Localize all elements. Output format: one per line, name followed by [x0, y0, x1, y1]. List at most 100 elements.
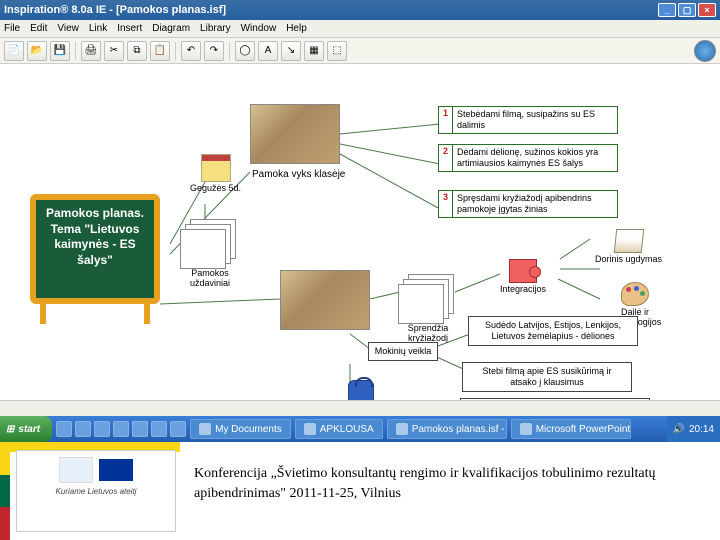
quick-launch: [56, 421, 186, 437]
window-maximize-button[interactable]: ▢: [678, 3, 696, 17]
windows-logo-icon: ⊞: [6, 424, 14, 435]
start-button[interactable]: ⊞ start: [0, 416, 52, 442]
puzzle-maps-box[interactable]: Sudėdo Latvijos, Estijos, Lenkijos, Liet…: [468, 316, 638, 346]
chalkboard-node[interactable]: Pamokos planas. Tema "Lietuvos kaimynės …: [20, 194, 170, 334]
clock: 20:14: [689, 424, 714, 435]
window-close-button[interactable]: ×: [698, 3, 716, 17]
menu-edit[interactable]: Edit: [30, 23, 47, 34]
quick-launch-icon[interactable]: [56, 421, 72, 437]
toolbar-library-button[interactable]: ▦: [304, 41, 324, 61]
eu-flag-icon: [99, 459, 133, 481]
app-icon: [520, 423, 532, 435]
menu-help[interactable]: Help: [286, 23, 307, 34]
app-icon: [396, 423, 408, 435]
globe-icon[interactable]: [694, 40, 716, 62]
menu-window[interactable]: Window: [241, 23, 277, 34]
toolbar-cut-button[interactable]: ✂: [104, 41, 124, 61]
calendar-node[interactable]: Gegužės 5d.: [190, 154, 241, 194]
footer-text: Konferencija „Švietimo konsultantų rengi…: [182, 442, 720, 540]
objective-box-1[interactable]: 1 Stebėdami filmą, susipažins su ES dali…: [438, 106, 618, 134]
crossword-label: Sprendžia kryžiažodį: [390, 324, 466, 344]
activity-photo[interactable]: [280, 270, 370, 330]
menu-bar: File Edit View Link Insert Diagram Libra…: [0, 20, 720, 38]
toolbar-save-button[interactable]: 💾: [50, 41, 70, 61]
objectives-label: Pamokos uždaviniai: [172, 269, 248, 289]
objective-text-3: Spręsdami kryžiažodį apibendrins pamokoj…: [453, 191, 617, 217]
menu-view[interactable]: View: [57, 23, 79, 34]
footer-logos: Kuriame Lietuvos ateitį: [16, 450, 176, 532]
lithuania-flag-stripe: [0, 442, 10, 540]
student-activity-text: Mokinių veikla: [375, 346, 432, 356]
quick-launch-icon[interactable]: [132, 421, 148, 437]
chalkboard-legs: [20, 304, 170, 324]
toolbar-undo-button[interactable]: ↶: [181, 41, 201, 61]
calendar-label: Gegužės 5d.: [190, 184, 241, 194]
tray-icon[interactable]: 🔊: [673, 424, 685, 435]
menu-library[interactable]: Library: [200, 23, 231, 34]
menu-insert[interactable]: Insert: [117, 23, 142, 34]
objective-box-2[interactable]: 2 Dėdami dėlionę, sužinos kokios yra art…: [438, 144, 618, 172]
toolbar-redo-button[interactable]: ↷: [204, 41, 224, 61]
system-tray[interactable]: 🔊 20:14: [667, 416, 720, 442]
start-label: start: [18, 424, 40, 435]
puzzle-integration-node[interactable]: Integracijos: [500, 259, 546, 294]
objective-num-3: 3: [439, 191, 453, 217]
toolbar-arrange-button[interactable]: ⬚: [327, 41, 347, 61]
toolbar-shapes-button[interactable]: ◯: [235, 41, 255, 61]
main-toolbar: 📄 📂 💾 🖨 ✂ ⧉ 📋 ↶ ↷ ◯ A ↘ ▦ ⬚: [0, 38, 720, 64]
classroom-photo-caption: Pamoka vyks klasėje: [250, 168, 347, 181]
app-icon: [304, 423, 316, 435]
toolbar-print-button[interactable]: 🖨: [81, 41, 101, 61]
objectives-stack[interactable]: Pamokos uždaviniai: [180, 219, 240, 269]
objective-text-1: Stebėdami filmą, susipažins su ES dalimi…: [453, 107, 617, 133]
diagram-canvas[interactable]: Pamokos planas. Tema "Lietuvos kaimynės …: [0, 64, 720, 442]
windows-taskbar: ⊞ start My Documents APKLOUSA Pamokos pl…: [0, 416, 720, 442]
toolbar-paste-button[interactable]: 📋: [150, 41, 170, 61]
chalkboard-frame: Pamokos planas. Tema "Lietuvos kaimynės …: [30, 194, 160, 304]
quick-launch-icon[interactable]: [170, 421, 186, 437]
toolbar-separator: [75, 42, 76, 60]
toolbar-copy-button[interactable]: ⧉: [127, 41, 147, 61]
status-bar: [0, 400, 720, 416]
crossword-stack[interactable]: Sprendžia kryžiažodį: [398, 274, 458, 324]
folder-icon: [199, 423, 211, 435]
taskbar-item-apklousa[interactable]: APKLOUSA: [295, 419, 383, 439]
student-activity-box[interactable]: Mokinių veikla: [368, 342, 438, 361]
toolbar-new-button[interactable]: 📄: [4, 41, 24, 61]
window-title: Inspiration® 8.0a IE - [Pamokos planas.i…: [4, 4, 226, 16]
toolbar-separator: [229, 42, 230, 60]
toolbar-text-button[interactable]: A: [258, 41, 278, 61]
chalkboard-line2: Tema "Lietuvos kaimynės - ES šalys": [42, 222, 148, 269]
quick-launch-icon[interactable]: [94, 421, 110, 437]
book-icon: [613, 229, 644, 253]
menu-diagram[interactable]: Diagram: [152, 23, 190, 34]
book-label: Dorinis ugdymas: [595, 254, 662, 264]
window-titlebar: Inspiration® 8.0a IE - [Pamokos planas.i…: [0, 0, 720, 20]
calendar-icon: [201, 154, 231, 182]
objective-num-2: 2: [439, 145, 453, 171]
chalkboard-line1: Pamokos planas.: [42, 206, 148, 222]
menu-file[interactable]: File: [4, 23, 20, 34]
puzzle-icon: [509, 259, 537, 283]
window-minimize-button[interactable]: _: [658, 3, 676, 17]
esf-logo-icon: [59, 457, 93, 483]
slide-footer: Kuriame Lietuvos ateitį Konferencija „Šv…: [0, 442, 720, 540]
quick-launch-icon[interactable]: [151, 421, 167, 437]
toolbar-link-button[interactable]: ↘: [281, 41, 301, 61]
toolbar-open-button[interactable]: 📂: [27, 41, 47, 61]
taskbar-item-inspiration[interactable]: Pamokos planas.isf - I...: [387, 419, 507, 439]
film-text: Stebi filmą apie ES susikūrimą ir atsako…: [482, 366, 611, 387]
puzzle-integration-label: Integracijos: [500, 284, 546, 294]
classroom-photo[interactable]: [250, 104, 340, 164]
menu-link[interactable]: Link: [89, 23, 107, 34]
objective-box-3[interactable]: 3 Spręsdami kryžiažodį apibendrins pamok…: [438, 190, 618, 218]
film-box[interactable]: Stebi filmą apie ES susikūrimą ir atsako…: [462, 362, 632, 392]
book-node[interactable]: Dorinis ugdymas: [595, 229, 662, 264]
puzzle-maps-text: Sudėdo Latvijos, Estijos, Lenkijos, Liet…: [485, 320, 621, 341]
quick-launch-icon[interactable]: [113, 421, 129, 437]
quick-launch-icon[interactable]: [75, 421, 91, 437]
taskbar-item-powerpoint[interactable]: Microsoft PowerPoint ...: [511, 419, 631, 439]
taskbar-item-documents[interactable]: My Documents: [190, 419, 291, 439]
objective-text-2: Dėdami dėlionę, sužinos kokios yra artim…: [453, 145, 617, 171]
palette-icon: [621, 282, 649, 306]
